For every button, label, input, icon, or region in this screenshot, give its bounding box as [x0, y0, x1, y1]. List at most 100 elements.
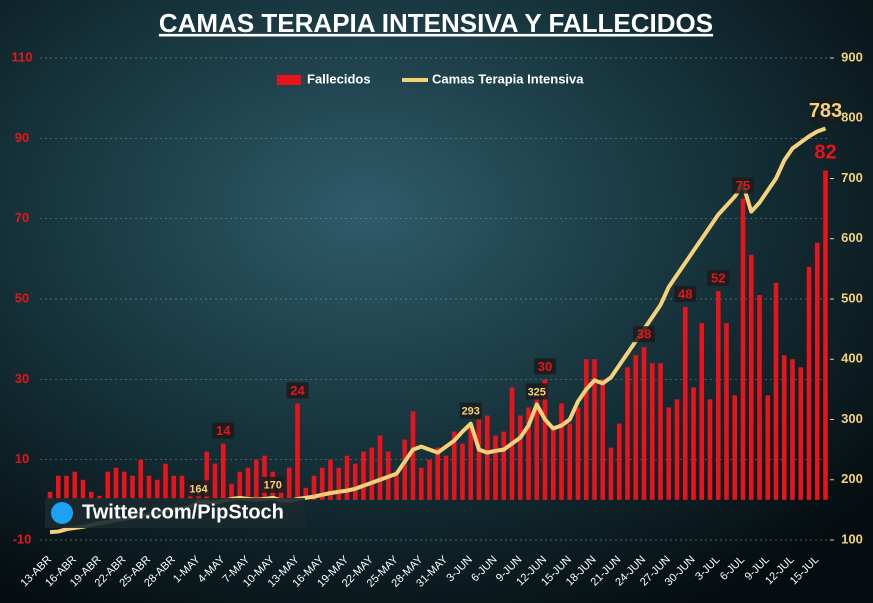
data-label-box	[286, 382, 309, 399]
bar	[220, 443, 226, 500]
bar	[814, 242, 820, 500]
y2-tick-label: 500	[841, 290, 863, 305]
bar	[658, 363, 663, 500]
bar	[451, 431, 457, 500]
bar	[212, 463, 218, 500]
bar	[583, 359, 589, 500]
bar	[666, 407, 672, 500]
bar	[179, 475, 185, 500]
data-label-box	[459, 402, 482, 419]
bar	[303, 487, 309, 500]
data-label-box	[707, 269, 730, 286]
data-label: 82	[814, 141, 836, 163]
y2-tick-label: 100	[841, 531, 863, 546]
bar	[138, 459, 144, 500]
bar	[113, 467, 119, 500]
watermark: Twitter.com/PipStoch	[82, 501, 284, 523]
bar	[559, 403, 564, 500]
y2-tick-label: 200	[841, 471, 863, 486]
bar	[600, 379, 606, 500]
y-tick-label: 110	[12, 49, 33, 64]
watermark-box	[45, 498, 305, 528]
y-tick-label: 90	[15, 130, 29, 145]
bar	[286, 467, 292, 500]
bar	[443, 455, 449, 500]
bar	[204, 451, 210, 500]
y2-tick-label: 600	[841, 230, 863, 245]
data-label: 164	[189, 483, 208, 495]
bar	[163, 463, 168, 500]
bar	[253, 459, 259, 500]
legend-swatch	[277, 75, 301, 85]
chart-title: CAMAS TERAPIA INTENSIVA Y FALLECIDOS	[159, 8, 713, 38]
data-label: 52	[711, 270, 725, 285]
bar	[47, 491, 53, 500]
bar	[64, 475, 69, 500]
bar	[402, 439, 408, 500]
bar	[493, 435, 498, 500]
bar	[361, 451, 366, 500]
bar	[707, 399, 713, 500]
bar	[229, 483, 234, 500]
y2-tick-label: 300	[841, 411, 863, 426]
y2-tick-label: 800	[841, 110, 863, 125]
bar	[534, 399, 540, 500]
bar	[649, 363, 655, 500]
bar	[501, 431, 507, 500]
bar	[625, 367, 630, 500]
bar	[526, 407, 531, 500]
bar	[550, 427, 556, 500]
bar	[732, 395, 738, 500]
bar	[682, 307, 688, 500]
data-label: 24	[290, 383, 305, 398]
data-label-box	[261, 476, 284, 493]
bar	[88, 491, 94, 500]
bar	[476, 419, 482, 500]
bar	[154, 479, 160, 500]
bar	[724, 323, 729, 500]
twitter-icon	[51, 502, 73, 524]
y2-tick-label: 700	[841, 170, 863, 185]
bar	[765, 395, 771, 500]
bar	[97, 495, 102, 500]
y-tick-label: 70	[15, 210, 29, 225]
bar	[245, 467, 251, 500]
data-label: 783	[809, 100, 842, 122]
bar	[72, 471, 78, 500]
y2-tick-label: 400	[841, 351, 863, 366]
bar	[130, 475, 135, 500]
data-label: 325	[528, 386, 546, 398]
y2-tick-label: 900	[841, 49, 863, 64]
bar	[460, 443, 465, 500]
bar	[146, 475, 152, 500]
bar	[691, 387, 696, 500]
bar	[319, 467, 325, 500]
bar	[435, 447, 441, 500]
bar	[418, 467, 424, 500]
bar	[699, 323, 705, 500]
bar	[394, 475, 399, 500]
bar	[616, 423, 622, 500]
y-tick-label: -10	[13, 531, 32, 546]
data-label-box	[534, 358, 556, 375]
bar	[105, 471, 111, 500]
bar	[237, 471, 243, 500]
data-label: 30	[538, 359, 552, 374]
bar	[608, 447, 614, 500]
bar	[740, 198, 746, 500]
legend-label: Fallecidos	[307, 71, 371, 86]
data-label: 14	[216, 423, 231, 438]
bar	[336, 467, 342, 500]
bar	[517, 415, 523, 500]
y-tick-label: 30	[15, 371, 29, 386]
data-label-box	[674, 286, 697, 303]
data-label-box	[633, 326, 655, 343]
bar	[633, 355, 639, 500]
bar	[575, 407, 581, 500]
bar	[798, 367, 804, 500]
bar	[790, 359, 795, 500]
bar	[674, 399, 680, 500]
bar	[468, 427, 474, 500]
data-label: 293	[462, 406, 480, 418]
